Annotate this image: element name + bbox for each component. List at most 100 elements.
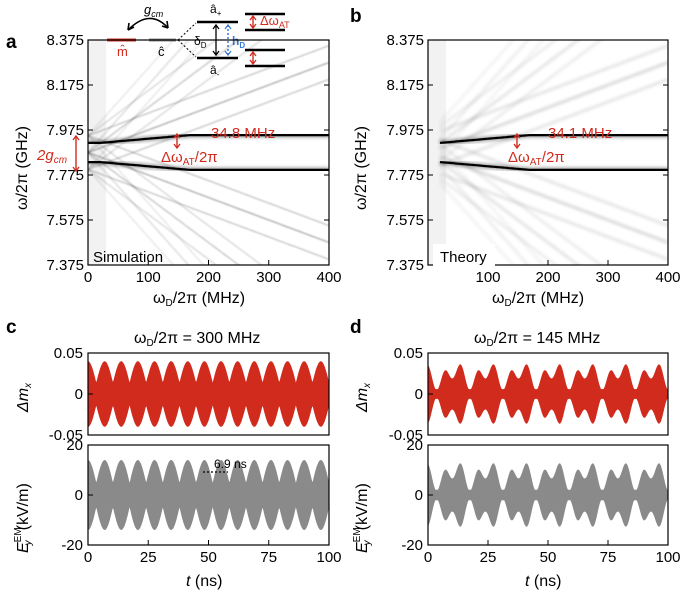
x-tick-label: 0 [84, 549, 92, 566]
panel-b: 8.375 8.175 7.975 7.775 7.575 7.375 100 200 300 4… [353, 32, 681, 309]
y-tick-label: 8.375 [386, 32, 424, 49]
y-tick-label: 0 [75, 386, 83, 403]
sideband-line [439, 40, 557, 128]
delta-label: δD [194, 34, 207, 50]
split-annotation-a: 34.8 MHz [211, 125, 275, 142]
sideband-line [439, 156, 668, 244]
y-tick-label: 8.375 [46, 32, 84, 49]
x-tick-label: 300 [595, 269, 620, 286]
magnon-label: m̂ [117, 44, 128, 59]
sideband-line [88, 168, 175, 265]
sideband-line [439, 61, 668, 149]
x-tick-label: 200 [535, 269, 560, 286]
mx-trace-c [88, 361, 329, 427]
heatmap-a-traces [88, 40, 329, 265]
y-tick-label: 7.375 [46, 257, 84, 274]
sideband-line [439, 78, 668, 166]
x-tick-label: 50 [200, 549, 217, 566]
sideband-line [439, 165, 529, 265]
x-tick-label: 300 [256, 269, 281, 286]
x-tick-label: 75 [260, 549, 277, 566]
delta-annotation-b: ΔωAT/2π [508, 149, 565, 168]
mx-label-d: Δmx [354, 382, 373, 413]
x-tick-label: 100 [136, 269, 161, 286]
x-tick-label: 75 [600, 549, 617, 566]
x-tick-label: 200 [196, 269, 221, 286]
mx-trace-d [428, 364, 668, 424]
y-tick-label: 0 [415, 487, 423, 504]
y-tick-label: -0.05 [49, 427, 83, 444]
ey-label-d: EEMy(kV/m) [352, 483, 373, 553]
h-label: hD [232, 34, 245, 50]
split-annotation-b: 34.1 MHz [548, 125, 612, 142]
x-tick-label: 400 [316, 269, 341, 286]
delta-annotation-a: ΔωAT/2π [161, 149, 218, 168]
x-axis-label-b: ωD/2π (MHz) [492, 290, 584, 309]
ey-label-c: EEMy(kV/m) [13, 483, 34, 553]
sideband-line [439, 139, 668, 227]
sideband-line [88, 168, 329, 261]
ey-waveform [88, 460, 329, 530]
x-axis-label-a: ωD/2π (MHz) [153, 290, 245, 309]
sideband-line [88, 44, 329, 137]
y-tick-label: 7.575 [46, 212, 84, 229]
y-tick-label: 7.975 [46, 122, 84, 139]
sideband-line [88, 78, 329, 171]
simulation-label: Simulation [93, 249, 163, 266]
x-tick-label: 100 [475, 269, 500, 286]
x-tick-label: 100 [316, 549, 341, 566]
x-tick-label: 100 [655, 549, 680, 566]
x-tick-label: 25 [140, 549, 157, 566]
sideband-line [439, 160, 580, 265]
x-axis-label-c: t (ns) [186, 573, 222, 590]
y-tick-label: 7.975 [386, 122, 424, 139]
x-tick-label: 25 [480, 549, 497, 566]
coupling-label: gcm [144, 2, 164, 19]
panel-letter-c: c [6, 317, 17, 338]
sideband-line [88, 151, 240, 265]
title-c: ωD/2π = 300 MHz [134, 330, 260, 349]
ey-trace-d [428, 463, 668, 527]
sideband-line [88, 135, 205, 265]
sideband-line [88, 134, 329, 227]
y-tick-label: 0.05 [394, 345, 423, 362]
mx-waveform [428, 364, 668, 424]
a-minus-label: â- [210, 63, 220, 79]
sideband-line [88, 151, 329, 244]
coupling-arrow [127, 17, 169, 31]
sideband-line [439, 40, 529, 140]
beat-annotation: 6.9 ns [214, 457, 247, 471]
dw-at-label: ΔωAT [260, 13, 290, 30]
sideband-line [439, 40, 602, 161]
y-tick-label: 0.05 [54, 345, 83, 362]
sideband-line [439, 44, 668, 132]
y-tick-label: 7.575 [386, 212, 424, 229]
x-tick-label: 0 [424, 549, 432, 566]
x-tick-label: 0 [84, 269, 92, 286]
sideband-line [439, 40, 580, 145]
y-tick-label: 7.775 [386, 167, 424, 184]
ey-waveform [428, 463, 668, 527]
sideband-line [439, 148, 544, 265]
panel-letter-a: a [6, 32, 17, 53]
sideband-line [439, 173, 668, 261]
sideband-line [88, 40, 205, 170]
x-tick-label: 400 [655, 269, 680, 286]
sideband-line [88, 40, 218, 137]
sideband-line [88, 168, 218, 265]
y-tick-label: 20 [406, 437, 423, 454]
y-tick-label: 7.375 [386, 257, 424, 274]
heatmap-b-traces [428, 40, 668, 265]
mx-label-c: Δmx [15, 382, 34, 413]
sideband-line [88, 40, 240, 154]
theory-label: Theory [440, 249, 487, 266]
panel-letter-d: d [350, 317, 362, 338]
sideband-line [88, 61, 329, 154]
y-tick-label: 0 [75, 487, 83, 504]
ey-trace-c [88, 460, 329, 530]
y-axis-label-a: ω/2π (GHz) [14, 126, 31, 210]
a-plus-label: â+ [210, 2, 222, 18]
